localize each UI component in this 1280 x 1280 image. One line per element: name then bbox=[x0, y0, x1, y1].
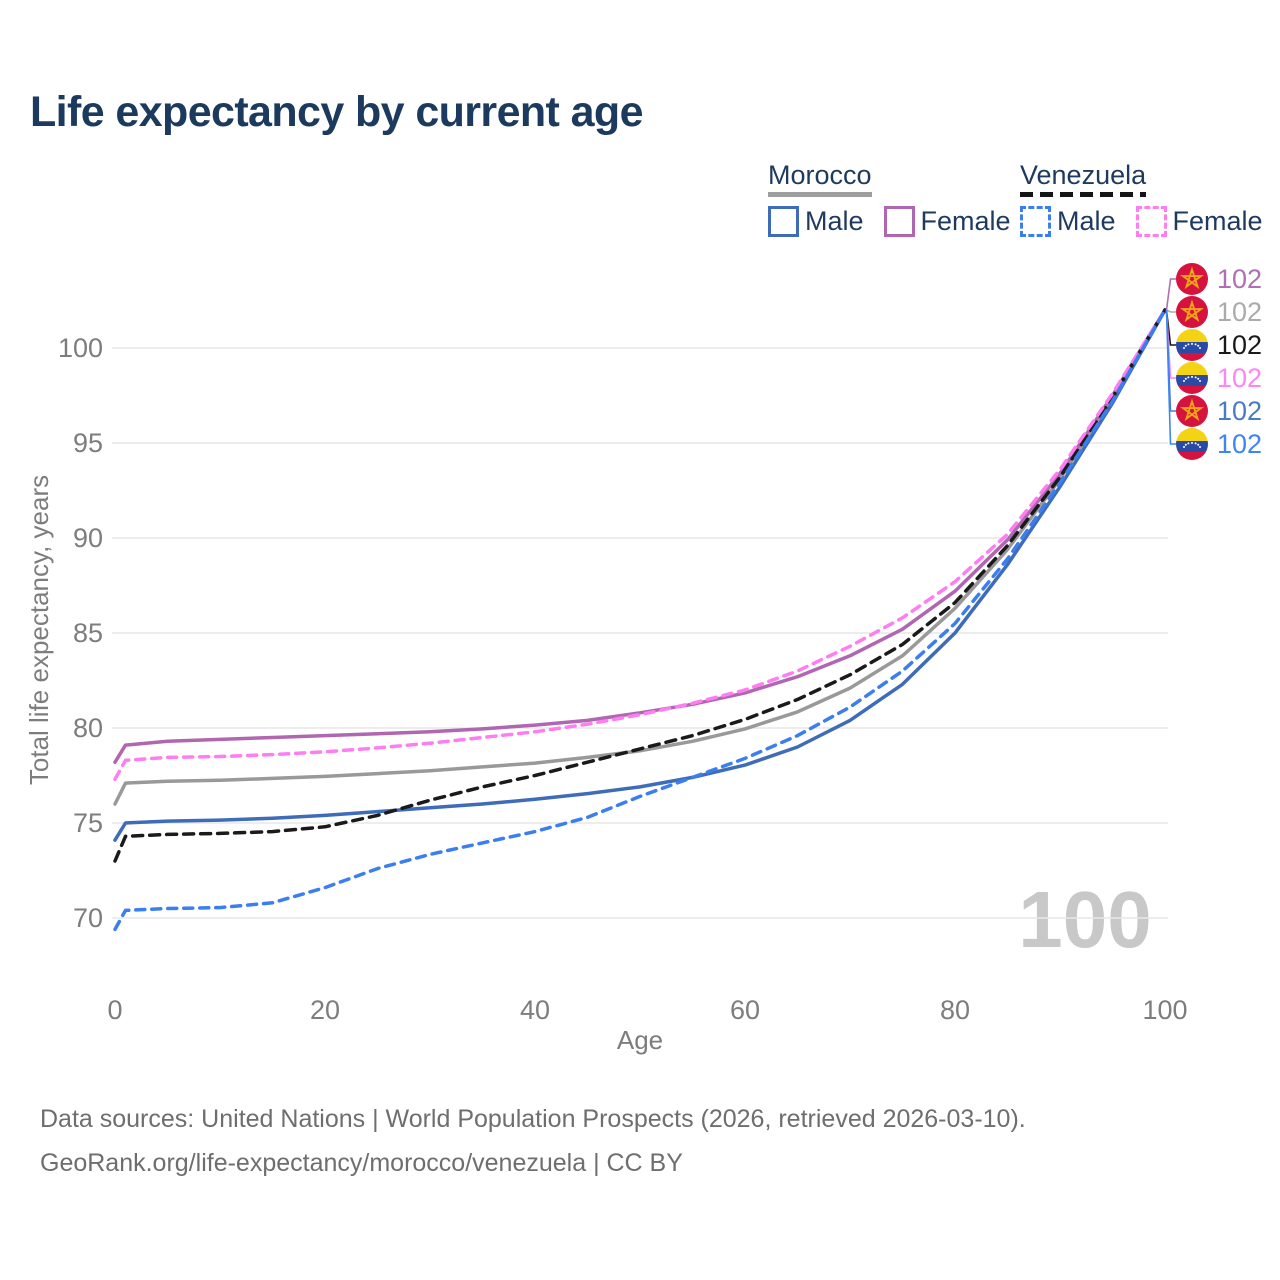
morocco-flag-icon bbox=[1176, 263, 1208, 295]
data-sources-text: Data sources: United Nations | World Pop… bbox=[40, 1105, 1026, 1133]
series-line-morocco-all bbox=[113, 308, 1167, 806]
endpoint-value-label: 102 bbox=[1217, 363, 1263, 393]
legend-country-label-morocco: Morocco bbox=[768, 160, 872, 190]
endpoint-label-row: 102 bbox=[1176, 362, 1262, 394]
x-tick-label: 0 bbox=[107, 995, 122, 1025]
x-tick-label: 100 bbox=[1142, 995, 1187, 1025]
chart-footer: Data sources: United Nations | World Pop… bbox=[40, 1104, 1026, 1192]
legend-country-head-venezuela: Venezuela bbox=[1020, 160, 1147, 197]
attribution-text: GeoRank.org/life-expectancy/morocco/vene… bbox=[40, 1149, 683, 1177]
legend-item-label: Female bbox=[1172, 206, 1263, 236]
y-tick-label: 90 bbox=[73, 523, 103, 553]
endpoint-label-row: 102 bbox=[1176, 263, 1262, 295]
leader-line-morocco bbox=[1165, 278, 1176, 311]
endpoint-value-label: 102 bbox=[1217, 297, 1263, 327]
legend-line-style-rule-morocco bbox=[768, 192, 872, 197]
venezuela-flag-icon bbox=[1176, 329, 1208, 361]
leader-line-venezuela bbox=[1165, 309, 1176, 445]
legend-item-morocco-male[interactable]: Male bbox=[768, 206, 864, 237]
endpoint-value-label: 102 bbox=[1217, 330, 1263, 360]
legend-country-head-morocco: Morocco bbox=[768, 160, 872, 197]
y-tick-label: 100 bbox=[58, 333, 103, 363]
legend-item-venezuela-female[interactable]: Female bbox=[1135, 206, 1263, 237]
endpoint-value-label: 102 bbox=[1217, 396, 1263, 426]
x-tick-label: 20 bbox=[310, 995, 340, 1025]
endpoint-label-row: 102 bbox=[1176, 296, 1262, 328]
series-line-morocco-male bbox=[113, 308, 1167, 842]
x-tick-label: 40 bbox=[520, 995, 550, 1025]
series-line-venezuela-all bbox=[113, 308, 1167, 863]
venezuela-flag-icon bbox=[1176, 428, 1208, 460]
legend-group-morocco: Morocco Male Female bbox=[768, 160, 1011, 237]
legend-country-label-venezuela: Venezuela bbox=[1020, 160, 1147, 190]
legend-swatch-morocco-female-icon bbox=[883, 206, 915, 237]
legend-group-venezuela: Venezuela Male Female bbox=[1020, 160, 1263, 237]
age-counter-watermark: 100 bbox=[1018, 875, 1151, 964]
legend-swatch-venezuela-female-icon bbox=[1135, 206, 1167, 237]
legend-line-style-rule-venezuela bbox=[1020, 192, 1147, 197]
series-line-venezuela-male bbox=[113, 308, 1167, 932]
venezuela-flag-icon bbox=[1176, 362, 1208, 394]
x-axis-label: Age bbox=[617, 1025, 663, 1055]
y-axis-label: Total life expectancy, years bbox=[24, 475, 54, 785]
legend-item-morocco-female[interactable]: Female bbox=[883, 206, 1011, 237]
legend-item-label: Male bbox=[1057, 206, 1116, 236]
series-line-morocco-female bbox=[113, 308, 1167, 764]
x-tick-label: 60 bbox=[730, 995, 760, 1025]
endpoint-label-row: 102 bbox=[1176, 395, 1262, 427]
x-tick-label: 80 bbox=[940, 995, 970, 1025]
legend-swatch-morocco-male-icon bbox=[768, 206, 799, 237]
y-tick-label: 70 bbox=[73, 903, 103, 933]
y-tick-label: 95 bbox=[73, 428, 103, 458]
series-line-venezuela-female bbox=[113, 308, 1167, 782]
endpoint-label-row: 102 bbox=[1176, 329, 1262, 361]
legend-item-label: Male bbox=[805, 206, 864, 236]
endpoint-value-label: 102 bbox=[1217, 264, 1263, 294]
legend-swatch-venezuela-male-icon bbox=[1020, 206, 1051, 237]
page-title: Life expectancy by current age bbox=[30, 88, 644, 136]
morocco-flag-icon bbox=[1176, 296, 1208, 328]
endpoint-label-row: 102 bbox=[1176, 428, 1262, 460]
y-tick-label: 75 bbox=[73, 808, 103, 838]
legend-item-label: Female bbox=[920, 206, 1011, 236]
y-tick-label: 85 bbox=[73, 618, 103, 648]
leader-line-morocco bbox=[1166, 309, 1176, 313]
legend-item-venezuela-male[interactable]: Male bbox=[1020, 206, 1116, 237]
morocco-flag-icon bbox=[1176, 395, 1208, 427]
y-tick-label: 80 bbox=[73, 713, 103, 743]
endpoint-value-label: 102 bbox=[1217, 429, 1263, 459]
